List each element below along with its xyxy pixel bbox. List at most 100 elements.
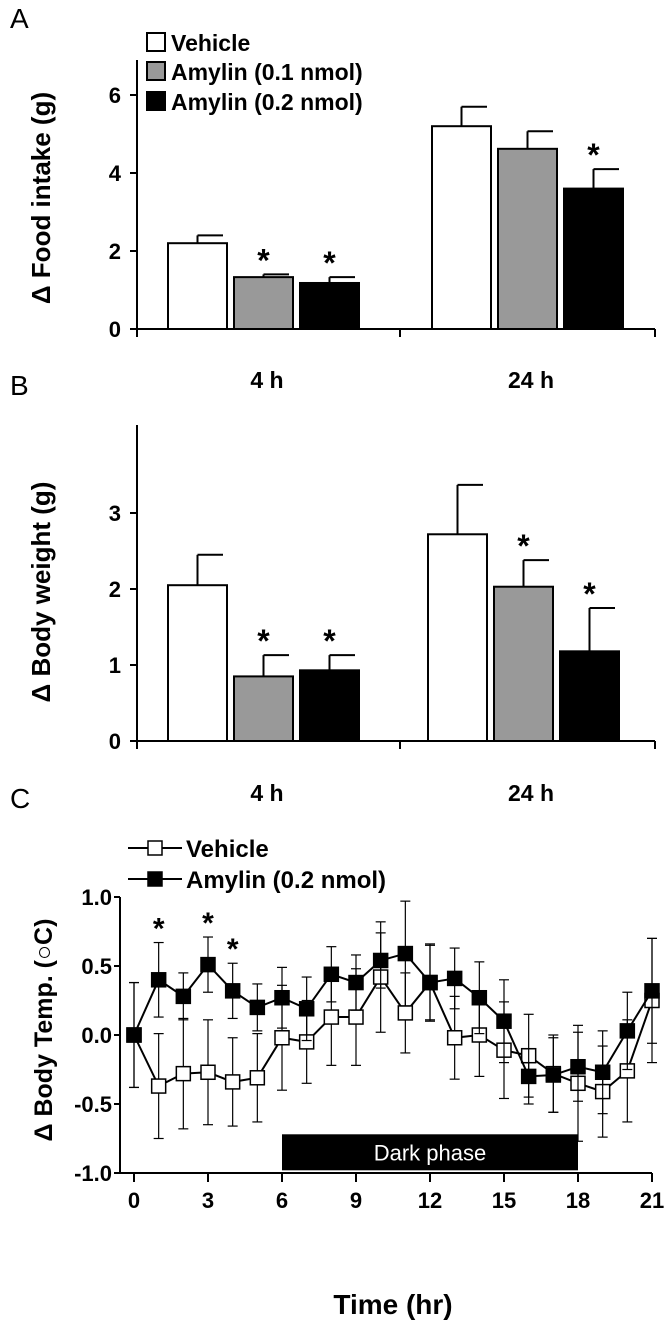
y-tick-label: 0.0	[81, 1023, 112, 1048]
bar	[431, 125, 492, 330]
data-point	[249, 1070, 266, 1086]
significance-marker: *	[257, 242, 270, 278]
legend-label: Amylin (0.2 nmol)	[186, 867, 386, 894]
panel-c: C -1.0 -0.5 0.0 0.5 1.0 0 3 6 9 12 15 18 21 Dark phase…	[10, 783, 664, 1320]
y-tick-label: 1.0	[81, 885, 112, 910]
data-point	[274, 1030, 290, 1046]
y-tick-label: 4	[109, 161, 122, 186]
data-point	[249, 999, 266, 1016]
significance-marker: *	[227, 933, 239, 966]
significance-marker: *	[323, 245, 336, 281]
x-tick-label: 3	[202, 1188, 214, 1213]
data-point	[545, 1067, 562, 1083]
y-tick-label: -1.0	[74, 1161, 112, 1186]
x-tick-label: 18	[566, 1188, 590, 1213]
legend-swatch	[146, 61, 166, 81]
data-point	[471, 989, 488, 1006]
bar	[493, 585, 554, 742]
data-point	[150, 972, 167, 988]
legend-swatch	[146, 91, 166, 111]
y-axis-title: Δ Food intake (g)	[26, 92, 56, 304]
legend-label: Amylin (0.2 nmol)	[171, 89, 363, 115]
data-point	[224, 983, 241, 999]
data-point	[397, 1005, 414, 1021]
data-point	[372, 952, 389, 969]
significance-marker: *	[583, 576, 596, 612]
category-label: 24 h	[508, 780, 554, 806]
dark-phase-label: Dark phase	[374, 1140, 487, 1165]
panel-a: 0 2 4 6 * * * 4 h 24 h Δ Food intake (g) Vehicle Am…	[10, 3, 656, 393]
data-point	[175, 1065, 192, 1082]
data-point	[570, 1058, 586, 1075]
data-point	[348, 974, 364, 991]
series-line	[133, 952, 653, 1078]
bar	[299, 669, 360, 743]
panel-label: A	[10, 3, 29, 34]
bar	[427, 533, 488, 743]
significance-marker: *	[587, 137, 600, 173]
data-point	[298, 1001, 315, 1017]
legend-marker	[147, 840, 163, 856]
legend-marker	[147, 871, 163, 887]
category-label: 4 h	[250, 367, 283, 393]
data-point	[520, 1068, 537, 1085]
y-tick-label: 0	[109, 729, 121, 754]
data-point	[126, 1027, 142, 1043]
bar	[559, 650, 620, 743]
data-point	[422, 974, 438, 991]
data-point	[619, 1023, 636, 1039]
series-amylin	[126, 900, 660, 1115]
significance-marker: *	[257, 623, 270, 659]
x-tick-label: 12	[418, 1188, 442, 1213]
legend-label: Vehicle	[186, 836, 269, 863]
y-tick-label: 2	[109, 577, 121, 602]
y-tick-label: 1	[109, 653, 121, 678]
category-label: 24 h	[508, 367, 554, 393]
data-point	[496, 1013, 512, 1029]
significance-marker: *	[202, 907, 214, 940]
data-point	[323, 1009, 340, 1025]
panel-b: 0 1 2 3 * * * * 4 h 24 h Δ Body weight (g) B	[10, 370, 656, 806]
y-tick-label: 0	[109, 317, 121, 342]
x-tick-label: 21	[640, 1188, 664, 1213]
legend-label: Vehicle	[171, 30, 250, 56]
significance-marker: *	[323, 623, 336, 659]
data-point	[200, 956, 216, 973]
data-point	[594, 1064, 611, 1081]
legend-swatch	[146, 32, 166, 52]
bar	[497, 147, 558, 330]
y-tick-label: -0.5	[74, 1092, 112, 1117]
y-tick-label: 3	[109, 501, 121, 526]
x-tick-label: 6	[276, 1188, 288, 1213]
legend-label: Amylin (0.1 nmol)	[171, 59, 363, 85]
series-vehicle	[126, 921, 660, 1142]
data-point	[224, 1074, 241, 1090]
data-point	[175, 988, 192, 1005]
bar	[233, 675, 294, 743]
x-tick-label: 15	[492, 1188, 516, 1213]
significance-marker: *	[517, 528, 530, 564]
y-tick-label: 2	[109, 239, 121, 264]
x-axis-title: Time (hr)	[333, 1289, 452, 1320]
significance-marker: *	[153, 913, 165, 946]
data-point	[274, 989, 290, 1006]
category-label: 4 h	[250, 780, 283, 806]
data-point	[397, 945, 414, 962]
data-point	[323, 966, 340, 983]
data-point	[644, 983, 660, 999]
bar	[563, 187, 624, 330]
x-tick-label: 0	[128, 1188, 140, 1213]
data-point	[446, 1030, 463, 1046]
data-point	[348, 1009, 364, 1025]
panel-label: B	[10, 370, 29, 401]
y-axis-title: Δ Body weight (g)	[26, 482, 56, 703]
dark-phase-bar	[282, 1134, 578, 1171]
data-point	[446, 970, 463, 987]
series-line	[133, 975, 653, 1093]
x-tick-label: 9	[350, 1188, 362, 1213]
data-point	[150, 1078, 167, 1094]
bar	[167, 584, 228, 743]
panel-label: C	[10, 783, 30, 814]
data-point	[200, 1064, 216, 1081]
